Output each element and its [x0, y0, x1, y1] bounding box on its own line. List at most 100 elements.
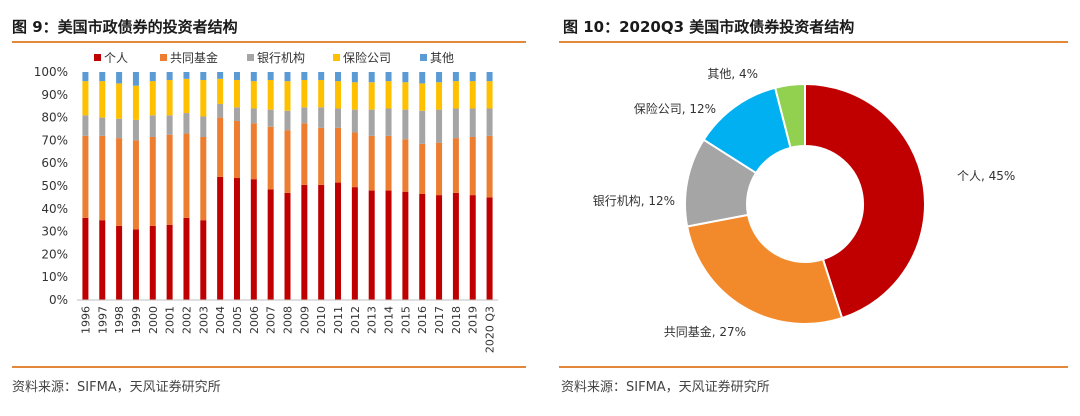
bar-segment-2019-3	[469, 81, 476, 109]
bar-segment-2017-4	[436, 72, 443, 83]
x-tick-label: 2010	[315, 306, 328, 334]
legend-label-3: 保险公司	[343, 50, 391, 65]
y-tick-label: 80%	[41, 111, 68, 125]
donut-slice-1	[685, 213, 844, 325]
legend-swatch-4	[420, 54, 427, 61]
x-tick-label: 2013	[366, 306, 379, 334]
bar-segment-2012-4	[351, 72, 358, 83]
bar-segment-2001-1	[166, 134, 173, 225]
x-tick-label: 2018	[450, 306, 463, 334]
bar-segment-2006-0	[250, 179, 257, 300]
donut-label-1: 共同基金, 27%	[664, 324, 746, 339]
bar-segment-1998-3	[116, 83, 123, 119]
bar-segment-2000-1	[149, 136, 156, 226]
bar-segment-2020 Q3-2	[486, 108, 493, 136]
bar-segment-1998-0	[116, 225, 123, 300]
bar-segment-1997-4	[99, 72, 106, 82]
bar-segment-2020 Q3-3	[486, 81, 493, 109]
bar-segment-1999-1	[132, 140, 139, 230]
bar-segment-2002-2	[183, 113, 190, 134]
bar-segment-2016-4	[419, 72, 426, 84]
bar-segment-1998-1	[116, 138, 123, 226]
bar-segment-1999-0	[132, 229, 139, 300]
bar-segment-2009-3	[301, 79, 308, 108]
bar-segment-2010-4	[318, 72, 325, 80]
bar-segment-2006-2	[250, 108, 257, 124]
bar-segment-2008-1	[284, 130, 291, 193]
figure-9-title: 图 9：美国市政债券的投资者结构	[12, 18, 238, 36]
bar-segment-2016-1	[419, 143, 426, 194]
bar-segment-2013-4	[368, 72, 375, 83]
left-panel: 图 9：美国市政债券的投资者结构 个人 共同基金 银行机构 保险公司 其他 0% 10% 20…	[0, 0, 530, 416]
bar-segment-2005-3	[233, 79, 240, 108]
bar-segment-2003-2	[200, 116, 207, 137]
bar-segment-2020 Q3-1	[486, 135, 493, 198]
x-tick-label: 2015	[399, 306, 412, 334]
y-tick-label: 10%	[41, 270, 68, 284]
x-tick-label: 2020 Q3	[484, 306, 497, 353]
bar-segment-2013-3	[368, 82, 375, 110]
bar-segment-2002-1	[183, 133, 190, 218]
bar-segment-2014-3	[385, 81, 392, 109]
bar-segment-2010-2	[318, 107, 325, 128]
x-tick-label: 2008	[282, 306, 295, 334]
x-tick-label: 2017	[433, 306, 446, 334]
bar-segment-2017-3	[436, 82, 443, 110]
bar-segment-2010-1	[318, 127, 325, 185]
x-tick-label: 2009	[298, 306, 311, 334]
x-tick-label: 1998	[113, 306, 126, 334]
bar-segment-2009-2	[301, 107, 308, 124]
bar-segment-2016-3	[419, 83, 426, 111]
bar-segment-1996-1	[82, 135, 89, 218]
y-tick-label: 70%	[41, 133, 68, 147]
title-divider	[559, 41, 1068, 43]
bar-segment-2007-0	[267, 189, 274, 300]
bar-segment-2016-0	[419, 193, 426, 300]
x-tick-label: 1996	[79, 306, 92, 334]
bar-segment-2003-0	[200, 220, 207, 300]
y-tick-label: 100%	[34, 65, 68, 79]
bar-segment-2014-2	[385, 108, 392, 136]
bar-segment-2000-4	[149, 72, 156, 82]
bar-segment-1999-3	[132, 85, 139, 120]
donut-chart: 个人, 45% 共同基金, 27% 银行机构, 12% 保险公司, 12% 其他, 4%	[593, 67, 1016, 339]
bar-segment-1998-4	[116, 72, 123, 84]
bar-segment-2012-3	[351, 82, 358, 110]
bar-segment-1997-3	[99, 81, 106, 118]
bar-segment-1997-1	[99, 135, 106, 221]
bar-segment-2003-1	[200, 136, 207, 221]
title-divider	[12, 41, 526, 43]
bar-segment-2002-3	[183, 78, 190, 114]
legend-swatch-1	[160, 54, 167, 61]
x-tick-label: 2012	[349, 306, 362, 334]
bar-segment-2005-0	[233, 178, 240, 300]
bar-segment-2010-0	[318, 184, 325, 300]
bar-segment-2001-2	[166, 115, 173, 135]
bar-segment-2003-3	[200, 79, 207, 117]
donut-label-0: 个人, 45%	[957, 169, 1015, 183]
x-tick-label: 2011	[332, 306, 345, 334]
right-panel: 图 10：2020Q3 美国市政债券投资者结构 个人, 45% 共同基金, 27%…	[549, 0, 1080, 416]
bar-segment-2007-3	[267, 79, 274, 110]
bar-segment-2008-0	[284, 192, 291, 300]
bar-segment-2018-2	[452, 108, 459, 139]
bar-segment-2004-2	[217, 103, 224, 118]
bar-segment-2018-4	[452, 72, 459, 82]
bar-segment-2000-0	[149, 225, 156, 300]
donut-label-3: 保险公司, 12%	[634, 101, 716, 116]
bar-segment-2014-0	[385, 190, 392, 300]
x-tick-label: 1997	[96, 306, 109, 334]
bar-segment-2018-1	[452, 138, 459, 193]
bar-segment-2015-3	[402, 82, 409, 110]
x-tick-label: 2014	[383, 306, 396, 334]
legend-label-1: 共同基金	[170, 50, 218, 65]
stacked-bar-chart: 个人 共同基金 银行机构 保险公司 其他 0% 10% 20% 30% 40% 50% 60% 70% 8…	[34, 50, 498, 353]
x-tick-label: 2019	[467, 306, 480, 334]
bar-segment-1999-2	[132, 119, 139, 141]
bar-segment-2003-4	[200, 72, 207, 80]
bar-segment-2000-2	[149, 115, 156, 137]
bar-segment-2000-3	[149, 81, 156, 116]
bar-segment-2014-1	[385, 135, 392, 191]
bar-segment-2020 Q3-0	[486, 197, 493, 300]
bar-segment-1999-4	[132, 72, 139, 86]
